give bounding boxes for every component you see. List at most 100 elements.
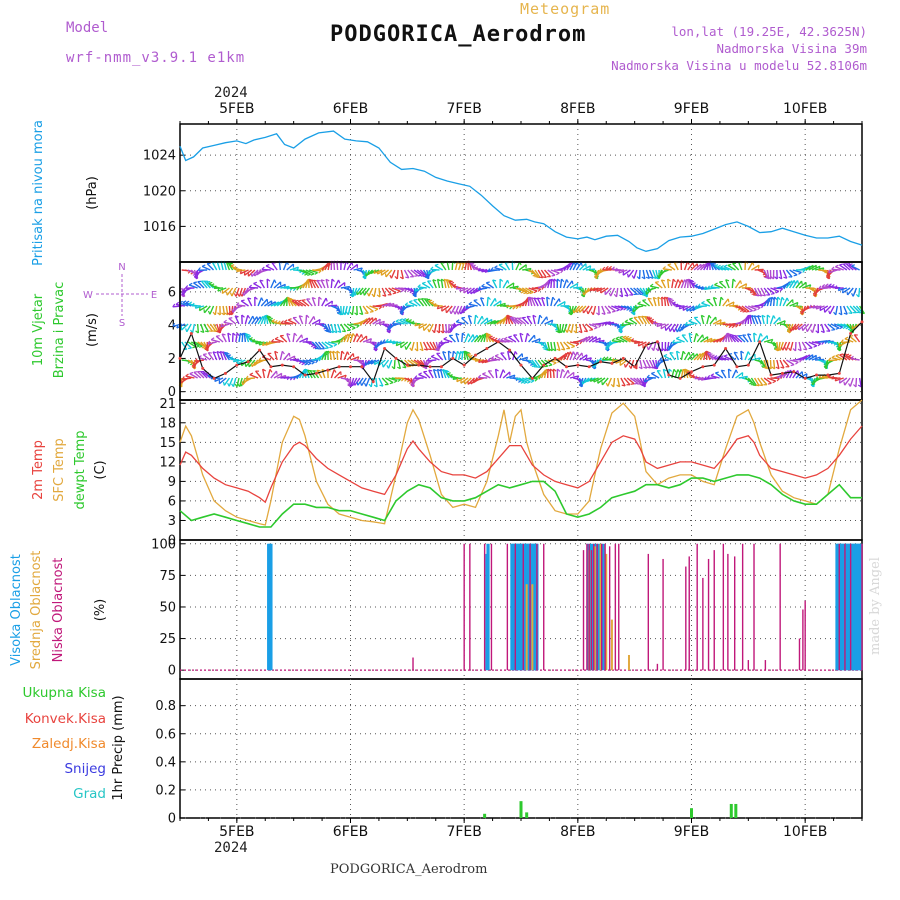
wind-barb-head [512,306,516,310]
wind-barb-head [374,308,379,312]
wind-barb [556,301,566,307]
wind-barb-head [265,341,268,346]
wind-speed-point [610,361,614,365]
xtick-label-bottom: 10FEB [783,824,827,840]
wind-barb [569,375,579,379]
wind-barb [849,305,857,314]
wind-legend-w: W [83,290,93,301]
wind-barb [375,320,385,325]
wind-barb [563,262,571,271]
wind-barb-head [598,268,602,272]
wind-barb-head [325,278,330,282]
wind-barb [563,341,571,350]
model-label: Model [66,20,109,36]
wind-barb-head [656,322,659,327]
wind-barb [357,377,364,386]
wind-barb-head [774,276,778,280]
wind-barb-head [239,382,242,387]
wind-barb-head [850,328,853,333]
wind-barb [259,279,266,289]
wind-barb-head [373,360,376,365]
wind-barb-head [839,263,843,266]
wind-barb [802,323,810,332]
wind-barb [766,297,771,307]
wind-barb [330,278,333,289]
wind-barb-head [621,322,624,326]
wind-barb [802,265,811,271]
wind-barb-head [225,291,228,296]
wind-barb-head [614,267,618,272]
wind-barb-head [799,310,803,315]
wind-barb-head [212,351,217,354]
wind-legend-n: N [118,262,125,273]
wind-barb-head [575,343,580,347]
wind-barb-head [605,346,608,351]
wind-barb [200,323,205,333]
wind-barb [473,314,477,325]
wind-barb-head [633,340,637,344]
wind-barb [843,305,848,315]
wind-barb [663,355,673,361]
wind-barb-head [494,354,499,357]
wind-barb-head [837,345,840,350]
wind-barb [674,279,679,289]
wind-barb-head [280,320,284,324]
wind-barb-head [281,350,285,355]
wind-barb [378,287,381,298]
wind-barb-head [331,300,334,305]
wind-barb-head [468,354,473,358]
wind-barb-head [763,366,767,370]
wind-barb-head [254,296,258,300]
wind-barb-head [437,368,441,372]
wind-barb [359,318,368,325]
wind-barb [525,287,534,293]
wind-barb [324,261,330,271]
wind-barb-head [467,353,471,356]
precip-ytick-label: 0.8 [155,699,176,714]
wind-barb [314,341,322,350]
precip-bar [690,808,693,818]
wind-barb [607,305,616,312]
wind-barb-head [378,306,383,310]
wind-barb [789,359,799,363]
wind-barb [735,372,744,379]
wind-barb [282,297,288,307]
wind-barb [792,370,799,379]
wind-barb-head [594,275,597,280]
wind-barb-head [422,281,426,284]
wind-barb [559,369,564,379]
wind-barb-head [292,299,296,302]
wind-barb [665,323,673,332]
wind-barb-head [757,265,760,269]
wind-speed-point [201,366,205,370]
wind-barb-head [825,283,829,287]
wind-barb-head [487,268,491,272]
wind-barb [311,297,317,307]
wind-barb [258,269,268,274]
wind-barb-head [277,320,281,324]
wind-barb [786,359,795,366]
wind-barb [782,297,788,307]
wind-barb-head [691,374,695,378]
wind-barb [206,263,215,271]
wind-barb [427,269,437,275]
wind-barb [636,377,644,385]
wind-barb-head [571,280,574,285]
wind-barb-head [356,324,360,329]
wind-barb [443,369,450,379]
wind-barb [387,359,393,369]
wind-barb-head [735,324,739,328]
wind-barb-head [262,368,267,372]
wind-barb-head [537,297,541,300]
wind-barb [734,335,743,343]
wind-barb [291,300,300,307]
cloud-bar [733,556,736,671]
wind-barb-head [336,350,341,354]
wind-barb-head [720,355,724,358]
precip-legend-4: Grad [73,786,106,802]
wind-barb [284,321,294,325]
wind-barb [829,305,835,315]
wind-barb-head [366,292,370,297]
wind-barb-head [758,294,762,297]
wind-barb-head [417,284,421,288]
